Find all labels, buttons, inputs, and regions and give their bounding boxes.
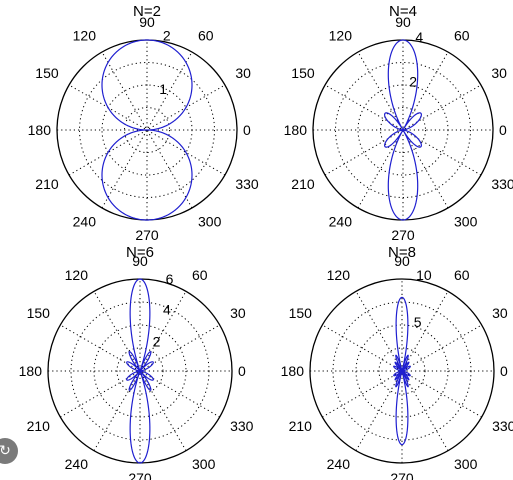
angle-tick-label: 270 <box>390 470 414 480</box>
angle-tick-label: 300 <box>454 456 478 472</box>
radiation-pattern-curve <box>384 39 422 221</box>
angle-tick-label: 30 <box>492 305 508 321</box>
angle-tick-label: 0 <box>500 363 508 379</box>
angle-tick-label: 330 <box>235 176 259 192</box>
angle-tick-label: 330 <box>491 176 513 192</box>
grid-spoke <box>68 84 226 176</box>
grid-ring <box>79 62 215 198</box>
angle-tick-label: 0 <box>243 122 251 138</box>
angle-tick-label: 30 <box>235 65 251 81</box>
grid-ring <box>378 347 426 395</box>
radiation-pattern-curve <box>126 278 154 464</box>
grid-spoke <box>68 84 226 176</box>
outer-ring <box>309 278 495 464</box>
angle-tick-label: 180 <box>281 363 305 379</box>
radial-tick-label: 1 <box>159 81 167 97</box>
chart-title: N=4 <box>389 3 417 20</box>
angle-tick-label: 210 <box>35 176 59 192</box>
angle-tick-label: 30 <box>491 65 507 81</box>
radial-tick-label: 10 <box>416 267 432 283</box>
angle-tick-label: 180 <box>28 122 52 138</box>
radial-tick-label: 2 <box>409 73 417 89</box>
grid-ring <box>335 62 471 198</box>
polar-panel-1: N=2 0 30 60 90 120 150 180 210 240 270 300 330 1 2 <box>28 3 259 243</box>
angle-tick-label: 90 <box>395 14 411 30</box>
angle-tick-label: 120 <box>327 267 351 283</box>
chart-title: N=2 <box>133 3 161 20</box>
link-icon[interactable]: ↻ <box>0 438 18 464</box>
angle-tick-label: 300 <box>454 213 478 229</box>
angle-tick-label: 330 <box>230 418 254 434</box>
radial-tick-label: 4 <box>163 301 171 317</box>
angle-tick-label: 90 <box>132 253 148 269</box>
angle-tick-label: 210 <box>289 418 313 434</box>
angle-tick-label: 240 <box>327 456 351 472</box>
grid-spoke <box>101 51 193 209</box>
grid-ring <box>380 107 426 153</box>
radial-tick-label: 2 <box>163 28 171 44</box>
angle-tick-label: 0 <box>238 363 246 379</box>
angle-tick-label: 270 <box>135 227 159 243</box>
angle-tick-label: 120 <box>65 267 89 283</box>
angle-tick-label: 60 <box>192 267 208 283</box>
grid-spoke <box>324 84 482 176</box>
grid-spoke <box>101 51 193 209</box>
grid-spoke <box>324 84 482 176</box>
polar-panel-4: N=8 0 30 60 90 120 150 180 210 240 270 300 330 5 10 <box>281 244 513 480</box>
angle-tick-label: 90 <box>394 253 410 269</box>
angle-tick-label: 270 <box>391 227 415 243</box>
radial-tick-label: 4 <box>415 29 423 45</box>
angle-tick-label: 30 <box>230 305 246 321</box>
angle-tick-label: 270 <box>128 470 152 480</box>
grid-ring <box>70 301 210 441</box>
angle-tick-label: 180 <box>19 363 43 379</box>
angle-tick-label: 210 <box>291 176 315 192</box>
angle-tick-label: 180 <box>284 122 308 138</box>
radial-tick-label: 6 <box>166 271 174 287</box>
angle-tick-label: 210 <box>27 418 51 434</box>
angle-tick-label: 150 <box>27 305 51 321</box>
angle-tick-label: 120 <box>329 28 353 44</box>
radial-tick-label: 5 <box>414 314 422 330</box>
angle-tick-label: 240 <box>65 456 89 472</box>
angle-tick-label: 150 <box>291 65 315 81</box>
chart-title: N=6 <box>126 244 154 261</box>
grid-ring <box>93 324 187 418</box>
grid-ring <box>355 324 449 418</box>
angle-tick-label: 150 <box>289 305 313 321</box>
grid-ring <box>116 347 164 395</box>
radiation-pattern-curve <box>101 39 193 221</box>
polar-panel-3: N=6 0 30 60 90 120 150 180 210 240 270 300 330 24 6 <box>19 244 254 480</box>
angle-tick-label: 240 <box>329 213 353 229</box>
radiation-pattern-curve <box>393 296 411 446</box>
angle-tick-label: 120 <box>73 28 97 44</box>
angle-tick-label: 300 <box>192 456 216 472</box>
angle-tick-label: 90 <box>139 14 155 30</box>
chart-title: N=8 <box>388 244 416 261</box>
grid-spoke <box>357 51 449 209</box>
grid-spoke <box>357 51 449 209</box>
grid-ring <box>124 107 170 153</box>
angle-tick-label: 60 <box>198 28 214 44</box>
radial-tick-label: 2 <box>153 333 161 349</box>
grid-ring <box>332 301 472 441</box>
angle-tick-label: 240 <box>73 213 97 229</box>
angle-tick-label: 150 <box>35 65 59 81</box>
angle-tick-label: 300 <box>198 213 222 229</box>
angle-tick-label: 0 <box>499 122 507 138</box>
polar-panel-2: N=4 0 30 60 90 120 150 180 210 240 270 300 330 2 4 <box>284 3 513 243</box>
angle-tick-label: 60 <box>454 28 470 44</box>
angle-tick-label: 60 <box>454 267 470 283</box>
angle-tick-label: 330 <box>492 418 513 434</box>
